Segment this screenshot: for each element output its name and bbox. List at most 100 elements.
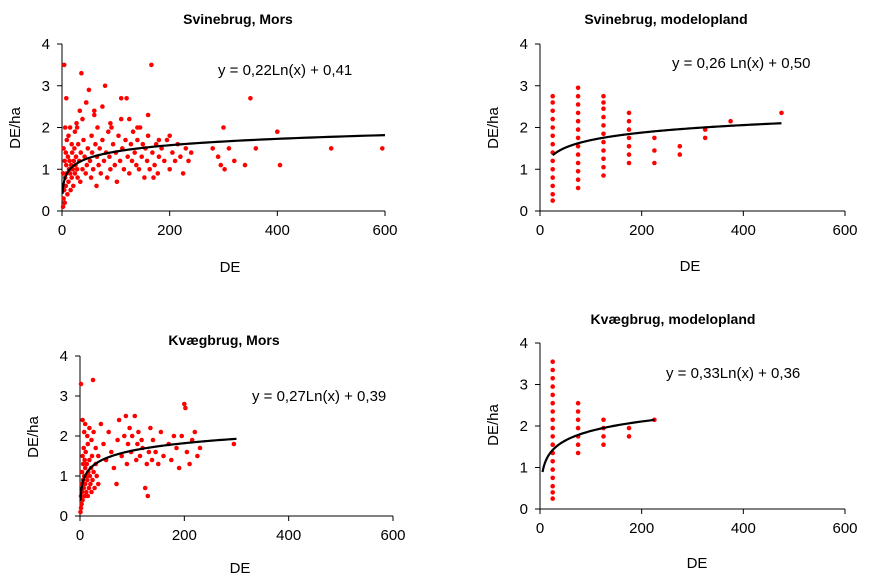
y-tick-label: 1: [60, 468, 68, 485]
data-point: [82, 421, 88, 427]
data-point: [101, 158, 107, 164]
data-point: [575, 450, 581, 456]
data-point: [626, 152, 632, 157]
data-point: [63, 183, 69, 189]
data-point: [145, 493, 151, 499]
data-point: [275, 129, 280, 134]
data-point: [136, 429, 141, 435]
x-tick-label: 200: [629, 222, 654, 239]
data-point: [91, 429, 96, 435]
x-axis-label: DE: [687, 555, 708, 572]
data-point: [84, 461, 90, 467]
data-point: [68, 187, 73, 193]
x-tick-label: 0: [536, 222, 544, 239]
data-point: [96, 481, 101, 487]
data-point: [108, 121, 113, 126]
data-point: [575, 160, 581, 166]
data-point: [66, 133, 71, 139]
data-point: [136, 167, 142, 172]
data-point: [89, 437, 94, 443]
data-point: [550, 100, 555, 105]
trendline-equation: y = 0,22Ln(x) + 0,41: [218, 62, 352, 79]
data-point: [78, 150, 84, 155]
y-tick-label: 1: [520, 460, 528, 477]
data-point: [550, 359, 555, 365]
data-point: [167, 167, 172, 172]
data-point: [550, 367, 555, 373]
data-point: [550, 490, 555, 495]
data-point: [82, 457, 87, 463]
data-point: [66, 179, 71, 185]
x-tick-label: 200: [172, 527, 197, 544]
y-axis-label: DE/ha: [25, 416, 42, 458]
data-point: [192, 429, 198, 435]
data-point: [180, 171, 186, 176]
data-point: [170, 150, 175, 155]
data-point: [601, 106, 606, 111]
data-point: [575, 409, 581, 414]
data-point: [221, 125, 226, 130]
data-point: [127, 425, 132, 431]
data-point: [85, 493, 91, 499]
data-point: [184, 449, 190, 455]
data-point: [78, 509, 83, 515]
data-point: [96, 453, 101, 459]
data-point: [210, 146, 215, 151]
data-point: [81, 445, 86, 451]
trendline: [79, 437, 237, 501]
data-point: [84, 162, 90, 168]
data-point: [60, 171, 66, 176]
data-point: [150, 437, 156, 443]
data-point: [328, 146, 334, 151]
data-point: [87, 425, 92, 431]
data-point: [575, 85, 581, 91]
data-point: [626, 118, 632, 124]
data-point: [100, 104, 105, 109]
x-axis-label: DE: [680, 258, 701, 275]
data-point: [550, 125, 555, 130]
data-point: [85, 477, 90, 483]
data-point: [626, 425, 632, 431]
data-point: [137, 453, 143, 459]
data-point: [550, 459, 555, 464]
y-tick-label: 2: [520, 418, 528, 435]
data-point: [728, 118, 733, 124]
data-point: [78, 505, 84, 511]
data-point: [145, 133, 151, 139]
data-point: [129, 158, 135, 164]
data-point: [550, 475, 555, 481]
chart-panel-4: Kvægbrug, modelopland 0 1 2 3 4 0 200 400 600 DE DE…: [485, 311, 858, 572]
data-point: [106, 429, 111, 435]
data-point: [93, 445, 98, 451]
data-point: [155, 171, 161, 176]
data-point: [83, 100, 89, 105]
data-point: [117, 158, 123, 164]
data-point: [158, 429, 164, 435]
data-point: [167, 133, 172, 139]
data-point: [82, 465, 88, 471]
data-point: [125, 441, 131, 447]
data-point: [78, 179, 83, 185]
data-point: [601, 434, 606, 439]
data-point: [176, 465, 182, 471]
data-point: [127, 116, 132, 122]
data-point: [67, 158, 72, 164]
data-point: [575, 185, 581, 191]
y-tick-label: 4: [42, 36, 50, 53]
data-point: [253, 146, 259, 151]
x-tick-label: 600: [380, 527, 405, 544]
data-point: [87, 473, 93, 479]
x-tick-label: 200: [629, 520, 654, 537]
y-axis-label: DE/ha: [7, 107, 24, 149]
data-point: [80, 453, 85, 459]
data-point: [61, 62, 67, 68]
x-tick-label: 0: [76, 527, 84, 544]
data-point: [123, 137, 128, 143]
data-point: [64, 137, 70, 143]
data-point: [601, 442, 606, 448]
data-point: [116, 133, 121, 139]
data-point: [550, 141, 555, 147]
data-point: [601, 148, 606, 153]
data-point: [127, 171, 132, 176]
